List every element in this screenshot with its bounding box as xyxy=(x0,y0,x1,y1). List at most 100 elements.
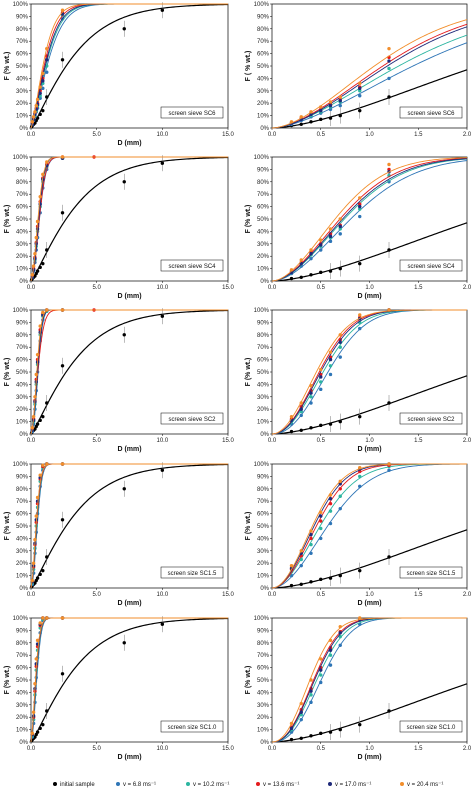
y-tick-label: 80% xyxy=(16,333,29,339)
data-point xyxy=(60,211,65,215)
legend-label: v = 17.0 ms⁻¹ xyxy=(335,782,371,788)
data-point xyxy=(38,473,42,477)
data-point xyxy=(328,521,333,526)
series-curve xyxy=(30,617,229,743)
data-point xyxy=(299,275,303,279)
data-point xyxy=(38,621,42,625)
legend-marker xyxy=(186,782,190,786)
data-point xyxy=(319,380,323,384)
data-point xyxy=(31,414,36,419)
data-point xyxy=(309,256,313,261)
data-point xyxy=(319,248,323,252)
screen-label: screen sieve SC2 xyxy=(407,417,455,423)
series-curve xyxy=(271,19,468,129)
legend-marker xyxy=(116,782,120,786)
y-tick-label: 90% xyxy=(257,474,270,480)
data-point xyxy=(299,401,303,405)
series-curve xyxy=(271,375,468,435)
data-point xyxy=(299,115,303,119)
chart-panel-right-1: 0% 10% 20% 30% 40% 50% 60% 70% 80% 90% 100% 0.0 0.5 1… xyxy=(245,155,472,300)
data-point xyxy=(309,248,313,252)
x-tick-label: 0.5 xyxy=(317,592,326,598)
data-point xyxy=(358,474,362,479)
y-tick-label: 30% xyxy=(16,395,29,401)
data-point xyxy=(358,466,362,470)
data-point xyxy=(338,345,342,349)
data-point xyxy=(358,81,362,86)
data-point xyxy=(35,269,40,273)
screen-label: screen size SC1.5 xyxy=(407,571,456,577)
data-point xyxy=(160,8,165,12)
data-point xyxy=(319,243,323,247)
y-tick-label: 90% xyxy=(16,320,29,326)
data-point xyxy=(387,162,391,167)
x-tick-label: 0.0 xyxy=(268,285,277,291)
y-tick-label: 100% xyxy=(13,2,29,8)
data-point xyxy=(299,582,303,586)
y-axis-label: F (% wt.) xyxy=(245,358,252,387)
legend-marker xyxy=(53,782,57,786)
series-curve xyxy=(271,158,468,282)
screen-label-box xyxy=(160,106,224,119)
data-point xyxy=(328,422,333,426)
data-point xyxy=(319,668,323,672)
y-axis-label: F (% wt.) xyxy=(4,358,11,387)
series-curve xyxy=(271,463,467,589)
y-tick-label: 30% xyxy=(16,242,29,248)
data-point xyxy=(33,537,37,542)
y-tick-label: 60% xyxy=(257,358,270,364)
chart-panel-left-0: 0% 10% 20% 30% 40% 50% 60% 70% 80% 90% 100% 0.0 5.0 1… xyxy=(4,2,234,147)
y-tick-label: 60% xyxy=(16,666,29,672)
x-tick-label: 1.0 xyxy=(365,438,374,444)
series-curve xyxy=(271,158,468,282)
y-tick-label: 20% xyxy=(257,561,270,567)
data-point xyxy=(299,122,303,126)
x-tick-label: 2.0 xyxy=(463,132,472,138)
data-point xyxy=(309,542,313,547)
y-tick-label: 70% xyxy=(16,192,29,198)
y-tick-label: 90% xyxy=(257,14,270,20)
y-tick-label: 30% xyxy=(257,395,270,401)
data-point xyxy=(31,561,36,565)
data-point xyxy=(387,555,391,559)
y-tick-label: 40% xyxy=(257,382,270,388)
data-point xyxy=(299,413,303,418)
y-tick-label: 50% xyxy=(16,678,29,684)
data-point xyxy=(60,8,65,12)
data-point xyxy=(328,116,333,120)
y-tick-label: 40% xyxy=(16,229,29,235)
data-point xyxy=(319,519,323,523)
y-tick-label: 10% xyxy=(16,114,29,120)
series-curve xyxy=(271,309,467,435)
x-tick-label: 1.0 xyxy=(365,132,374,138)
data-point xyxy=(309,532,313,537)
screen-label: screen size SC1.0 xyxy=(168,725,217,731)
y-tick-label: 100% xyxy=(13,616,29,622)
data-point xyxy=(38,265,42,270)
x-axis-label: D (mm) xyxy=(117,293,141,300)
data-point xyxy=(45,70,49,74)
x-tick-label: 10.0 xyxy=(156,132,168,138)
data-point xyxy=(299,710,303,714)
data-point xyxy=(328,234,333,239)
data-point xyxy=(319,673,323,677)
data-point xyxy=(328,107,333,112)
data-point xyxy=(34,372,38,377)
x-tick-label: 10.0 xyxy=(156,746,168,752)
data-point xyxy=(45,462,49,466)
data-point xyxy=(160,314,165,318)
data-point xyxy=(328,509,333,513)
data-point xyxy=(387,308,391,312)
y-tick-label: 50% xyxy=(16,64,29,70)
x-tick-label: 5.0 xyxy=(92,132,101,138)
data-point xyxy=(338,99,342,103)
y-tick-label: 40% xyxy=(16,536,29,542)
data-point xyxy=(319,514,323,518)
y-tick-label: 90% xyxy=(16,474,29,480)
data-point xyxy=(45,555,49,559)
data-point xyxy=(299,717,303,722)
y-tick-label: 30% xyxy=(16,703,29,709)
data-point xyxy=(309,551,313,555)
legend-marker xyxy=(328,782,332,786)
data-point xyxy=(328,638,333,643)
